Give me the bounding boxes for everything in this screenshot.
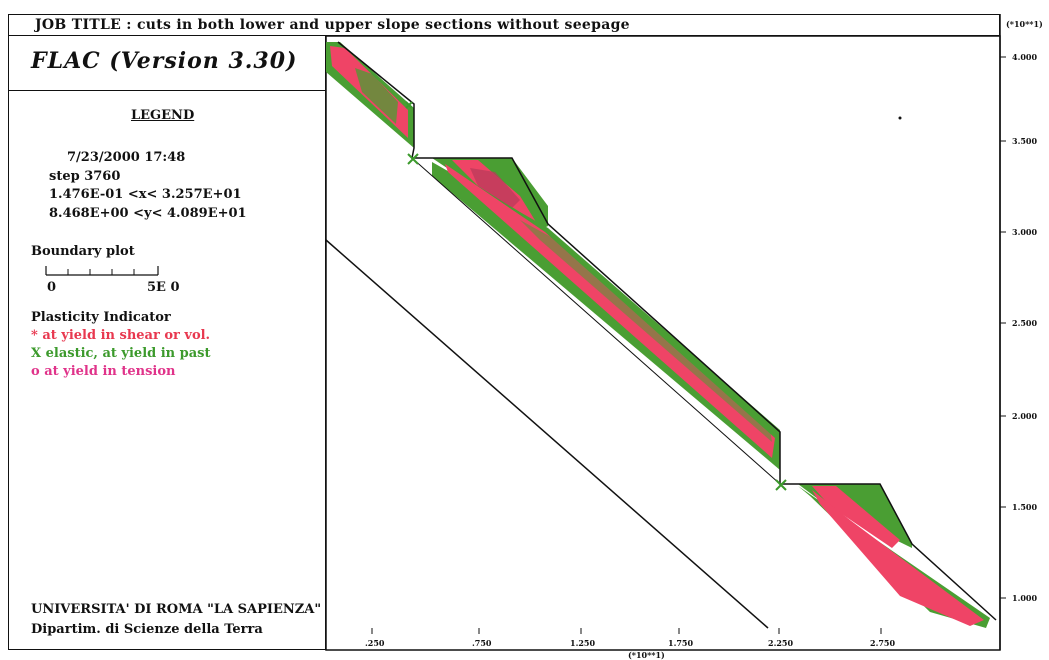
y-tick-label: 3.000 — [1012, 227, 1038, 237]
y-tick-label: 2.000 — [1012, 411, 1038, 421]
stray-mark — [898, 116, 902, 120]
legend-date: 7/23/2000 17:48 — [67, 150, 186, 165]
plasticity-title: Plasticity Indicator — [31, 310, 171, 325]
x-tick-label: 2.750 — [870, 638, 896, 648]
lower-boundary-line — [325, 239, 769, 629]
legend-panel: FLAC (Version 3.30) LEGEND 7/23/2000 17:… — [8, 36, 326, 650]
plastic-zone-lower-band — [798, 486, 990, 628]
plasticity-elastic: X elastic, at yield in past — [31, 346, 211, 361]
job-title: JOB TITLE : cuts in both lower and upper… — [35, 17, 630, 33]
y-tick-label: 3.500 — [1012, 136, 1038, 146]
slope-surface-line — [337, 41, 997, 621]
program-box: FLAC (Version 3.30) — [9, 36, 325, 91]
x-tick-label: 1.750 — [668, 638, 694, 648]
x-tick-label: .250 — [365, 638, 385, 648]
plastic-zone-main-band — [432, 162, 780, 470]
plastic-zone-lower-cut — [798, 484, 912, 548]
node-markers — [405, 101, 787, 491]
plasticity-tension: o at yield in tension — [31, 364, 176, 379]
scale-end-label: 5E 0 — [147, 280, 180, 295]
x-tick-label: .750 — [472, 638, 492, 648]
program-name: FLAC (Version 3.30) — [31, 48, 298, 74]
x-tick-label: 1.250 — [570, 638, 596, 648]
x-tick-marks — [371, 628, 882, 634]
scale-start-label: 0 — [47, 280, 57, 295]
title-bar: JOB TITLE : cuts in both lower and upper… — [8, 14, 1000, 36]
y-axis-multiplier: (*10**1) — [1006, 19, 1043, 29]
legend-heading: LEGEND — [131, 108, 195, 123]
legend-y-range: 8.468E+00 <y< 4.089E+01 — [49, 206, 247, 221]
y-tick-label: 4.000 — [1012, 52, 1038, 62]
institution-line2: Dipartim. di Scienze della Terra — [31, 622, 263, 637]
scale-bar — [45, 266, 159, 276]
y-tick-marks — [1000, 56, 1006, 599]
legend-x-range: 1.476E-01 <x< 3.257E+01 — [49, 187, 242, 202]
institution-line1: UNIVERSITA' DI ROMA "LA SAPIENZA" — [31, 602, 322, 617]
legend-step: step 3760 — [49, 169, 121, 184]
y-tick-label: 1.500 — [1012, 502, 1038, 512]
y-tick-label: 1.000 — [1012, 593, 1038, 603]
plasticity-shear: * at yield in shear or vol. — [31, 328, 211, 343]
boundary-plot-title: Boundary plot — [31, 244, 135, 259]
y-tick-label: 2.500 — [1012, 318, 1038, 328]
x-tick-label: 2.250 — [768, 638, 794, 648]
slope-inner-line — [411, 157, 781, 485]
plastic-zone-upper-left — [326, 42, 414, 148]
x-axis-multiplier: (*10**1) — [628, 650, 665, 660]
